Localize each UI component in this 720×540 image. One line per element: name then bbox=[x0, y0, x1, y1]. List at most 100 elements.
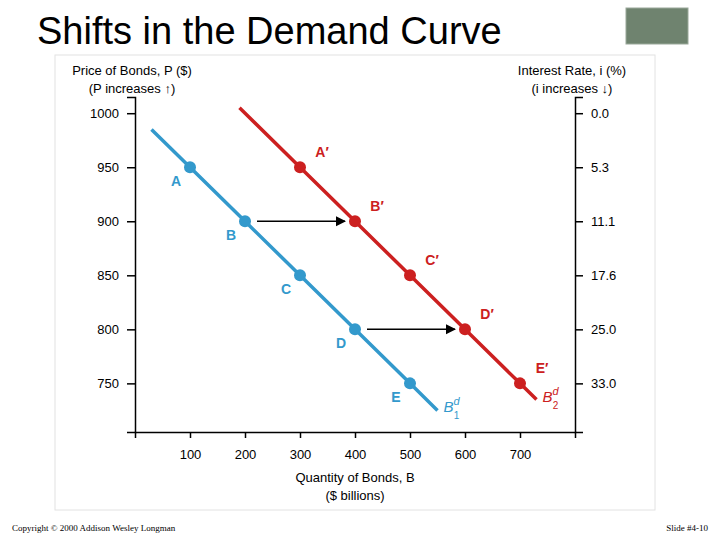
tick: 33.0 bbox=[575, 376, 616, 391]
tick-label: 900 bbox=[97, 214, 119, 229]
tick: 200 bbox=[235, 432, 257, 462]
x-axis-title: Quantity of Bonds, B bbox=[295, 470, 414, 485]
point-label: E bbox=[391, 389, 400, 405]
tick-label: 750 bbox=[97, 376, 119, 391]
point bbox=[294, 161, 306, 173]
point-label: C′ bbox=[425, 252, 439, 268]
point-label: B′ bbox=[370, 198, 384, 214]
tick: 900 bbox=[97, 214, 135, 229]
tick-mark bbox=[300, 432, 302, 438]
tick: 750 bbox=[97, 376, 135, 391]
tick-label: 100 bbox=[180, 447, 202, 462]
tick-mark bbox=[520, 432, 522, 438]
point bbox=[514, 377, 526, 389]
curve-label: Bd1 bbox=[444, 395, 461, 421]
point bbox=[184, 161, 196, 173]
tick: 700 bbox=[510, 432, 532, 462]
tick-mark bbox=[575, 383, 583, 385]
y-axis: 750 800 850 900 950 1000 bbox=[90, 98, 135, 433]
tick: 0.0 bbox=[575, 106, 609, 121]
tick: 25.0 bbox=[575, 322, 616, 337]
tick-label: 850 bbox=[97, 268, 119, 283]
curve-label-sup: d bbox=[454, 395, 461, 407]
slide-number: Slide #4-10 bbox=[666, 523, 708, 533]
tick-label: 17.6 bbox=[591, 268, 616, 283]
curve-label-sup: d bbox=[553, 385, 560, 397]
tick-label: 700 bbox=[510, 447, 532, 462]
x-axis: 100 200 300 400 500 600 700 bbox=[136, 432, 576, 462]
tick-mark bbox=[355, 432, 357, 438]
point-label: B bbox=[226, 227, 236, 243]
y2-axis: 0.0 5.3 11.1 17.6 25.0 33.0 bbox=[575, 98, 616, 433]
y-axis-title: Price of Bonds, P ($) bbox=[72, 63, 192, 78]
tick: 5.3 bbox=[575, 160, 609, 175]
y2-axis-title: (i increases ↓) bbox=[532, 81, 613, 96]
shift-arrow bbox=[257, 221, 345, 223]
tick-mark bbox=[127, 167, 135, 169]
point-label: D bbox=[336, 335, 346, 351]
tick-label: 5.3 bbox=[591, 160, 609, 175]
tick-label: 0.0 bbox=[591, 106, 609, 121]
curve-label: Bd 2 bbox=[543, 385, 560, 411]
tick-mark bbox=[127, 221, 135, 223]
point-label: A bbox=[171, 173, 181, 189]
tick: 500 bbox=[400, 432, 422, 462]
demand-curve bbox=[152, 129, 438, 410]
tick-label: 300 bbox=[290, 447, 312, 462]
shift-arrow bbox=[367, 329, 455, 331]
tick-label: 1000 bbox=[90, 106, 119, 121]
point bbox=[239, 215, 251, 227]
tick-mark bbox=[575, 167, 583, 169]
tick: 100 bbox=[180, 432, 202, 462]
point-label: D′ bbox=[480, 306, 494, 322]
tick: 1000 bbox=[90, 106, 135, 121]
x-axis-title: ($ billions) bbox=[325, 488, 384, 503]
tick: 11.1 bbox=[575, 214, 615, 229]
tick-label: 200 bbox=[235, 447, 257, 462]
tick-mark bbox=[190, 432, 192, 438]
tick: 950 bbox=[97, 160, 135, 175]
y2-axis-title: Interest Rate, i (%) bbox=[518, 63, 626, 78]
tick: 800 bbox=[97, 322, 135, 337]
tick-label: 800 bbox=[97, 322, 119, 337]
point-label: E′ bbox=[536, 360, 549, 376]
curve-label-base: B bbox=[444, 398, 454, 415]
point-label: A′ bbox=[315, 144, 329, 160]
tick-mark bbox=[410, 432, 412, 438]
background bbox=[0, 0, 720, 540]
tick: 600 bbox=[455, 432, 477, 462]
y-axis-title: (P increases ↑) bbox=[89, 81, 175, 96]
tick-mark bbox=[575, 113, 583, 115]
tick-mark bbox=[127, 113, 135, 115]
tick-mark bbox=[465, 432, 467, 438]
tick-mark bbox=[575, 329, 583, 331]
tick: 400 bbox=[345, 432, 367, 462]
plot-area bbox=[152, 108, 537, 411]
tick-label: 950 bbox=[97, 160, 119, 175]
tick-label: 11.1 bbox=[591, 214, 615, 229]
tick-label: 500 bbox=[400, 447, 422, 462]
copyright: Copyright © 2000 Addison Wesley Longman bbox=[12, 523, 176, 533]
chart-panel bbox=[55, 55, 655, 510]
tick-mark bbox=[127, 329, 135, 331]
tick-mark bbox=[127, 275, 135, 277]
axis-line bbox=[576, 98, 584, 433]
tick-mark bbox=[245, 432, 247, 438]
tick-label: 600 bbox=[455, 447, 477, 462]
tick: 850 bbox=[97, 268, 135, 283]
logo bbox=[626, 8, 688, 44]
labels: ABCDEBd1A′B′C′D′E′Bd2 bbox=[171, 144, 560, 421]
curve-label-base: B bbox=[543, 388, 553, 405]
point bbox=[404, 269, 416, 281]
slide: Shifts in the Demand Curve 750 800 850 900 95… bbox=[0, 0, 720, 540]
point bbox=[349, 323, 361, 335]
tick-label: 400 bbox=[345, 447, 367, 462]
tick-mark bbox=[127, 383, 135, 385]
axis-line bbox=[127, 98, 136, 433]
axis-line bbox=[136, 433, 576, 439]
tick-mark bbox=[575, 275, 583, 277]
title: Shifts in the Demand Curve bbox=[37, 10, 502, 52]
curve-label-sub: 2 bbox=[553, 400, 559, 411]
tick: 300 bbox=[290, 432, 312, 462]
point bbox=[294, 269, 306, 281]
